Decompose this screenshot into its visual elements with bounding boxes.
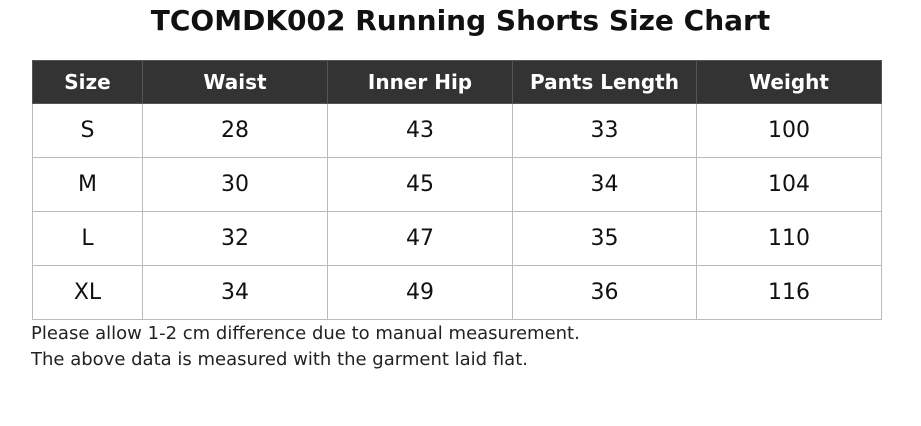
header-cell: Size: [32, 60, 143, 104]
title: TCOMDK002 Running Shorts Size Chart: [150, 4, 771, 37]
notes: Please allow 1-2 cm difference due to ma…: [31, 321, 580, 373]
table-cell: 43: [327, 103, 513, 158]
table-cell: 28: [142, 103, 328, 158]
table-cell: 34: [142, 265, 328, 320]
table-row: S 28 43 33 100: [32, 103, 882, 158]
table-row: XL 34 49 36 116: [32, 265, 882, 320]
note: Please allow 1-2 cm difference due to ma…: [31, 323, 580, 344]
header-cell: Waist: [142, 60, 328, 104]
table-cell: 34: [512, 157, 697, 212]
table-row: M 30 45 34 104: [32, 157, 882, 212]
table-cell: 35: [512, 211, 697, 266]
table-cell: 100: [696, 103, 882, 158]
table-cell: 47: [327, 211, 513, 266]
size-table: Size Waist Inner Hip Pants Length Weight S 28…: [32, 60, 882, 320]
table-row: L 32 47 35 110: [32, 211, 882, 266]
table-cell: 36: [512, 265, 697, 320]
note: The above data is measured with the garm…: [31, 349, 528, 370]
table-body: S 28 43 33 100 M 30 45 34 104 L 32 47 35 110 XL 34 49 36 11…: [32, 103, 882, 320]
table-cell: 33: [512, 103, 697, 158]
table-cell: 30: [142, 157, 328, 212]
header-row: Size Waist Inner Hip Pants Length Weight: [32, 60, 882, 104]
table-cell: 116: [696, 265, 882, 320]
header-cell: Inner Hip: [327, 60, 513, 104]
table-cell: 110: [696, 211, 882, 266]
table-cell: XL: [32, 265, 143, 320]
header-cell: Weight: [696, 60, 882, 104]
table-cell: S: [32, 103, 143, 158]
table-cell: 49: [327, 265, 513, 320]
table-cell: 45: [327, 157, 513, 212]
table-cell: M: [32, 157, 143, 212]
header-cell: Pants Length: [512, 60, 697, 104]
table-cell: 32: [142, 211, 328, 266]
table-cell: 104: [696, 157, 882, 212]
table-cell: L: [32, 211, 143, 266]
